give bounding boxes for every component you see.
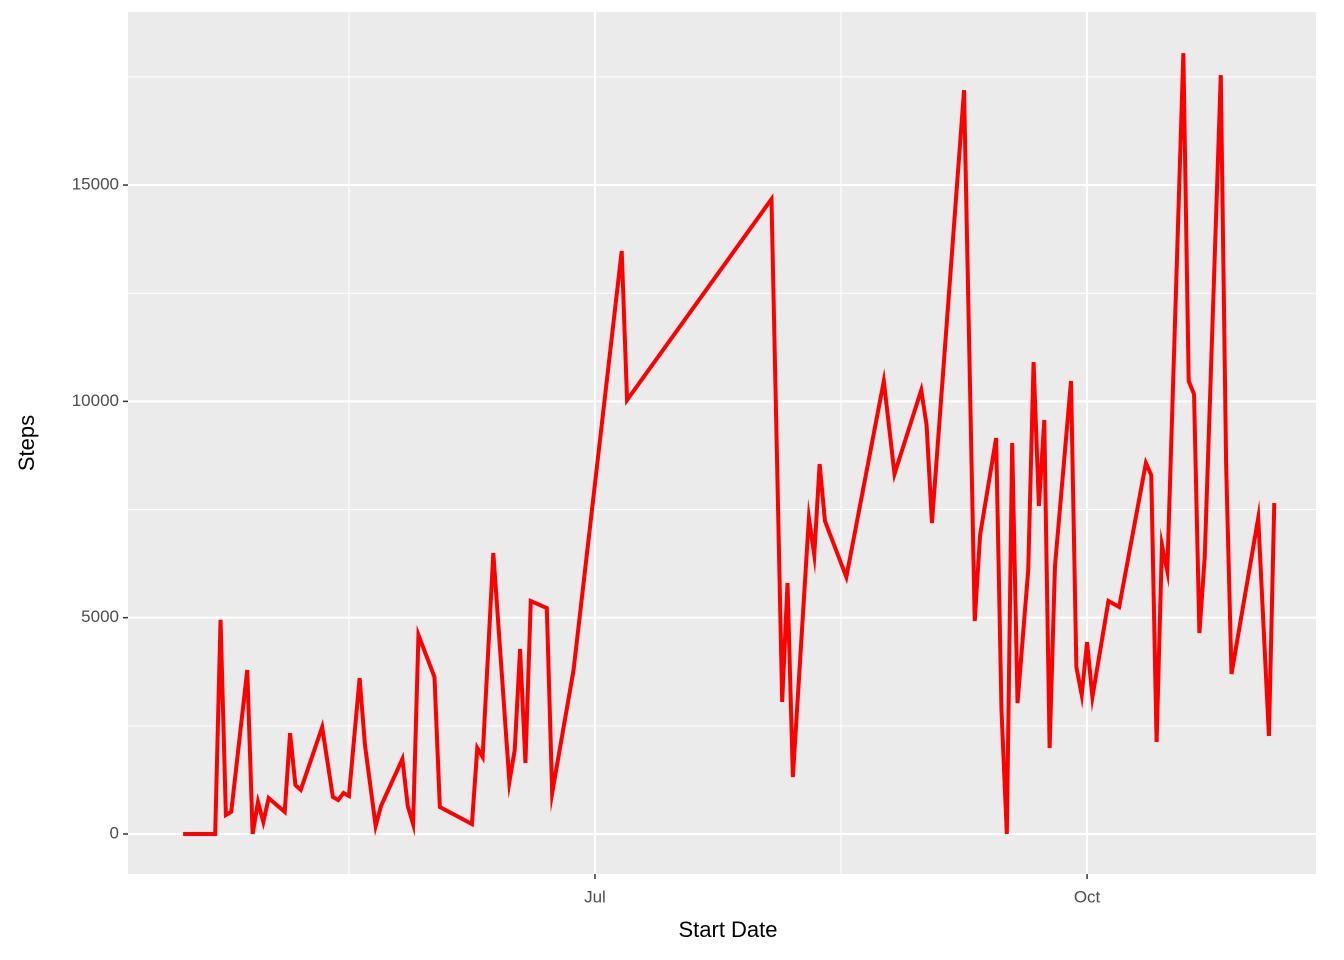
y-axis-title: Steps [14, 415, 39, 471]
grid [128, 12, 1316, 874]
y-tick-label: 10000 [72, 391, 119, 410]
plot-panel [128, 12, 1316, 874]
x-axis-title: Start Date [678, 917, 777, 942]
y-tick-label: 5000 [81, 607, 119, 626]
x-tick-label: Oct [1074, 887, 1101, 906]
marks [183, 53, 1277, 837]
data-line [183, 53, 1277, 837]
x-tick-label: Jul [584, 887, 606, 906]
y-tick-label: 0 [110, 823, 119, 842]
y-tick-label: 15000 [72, 175, 119, 194]
